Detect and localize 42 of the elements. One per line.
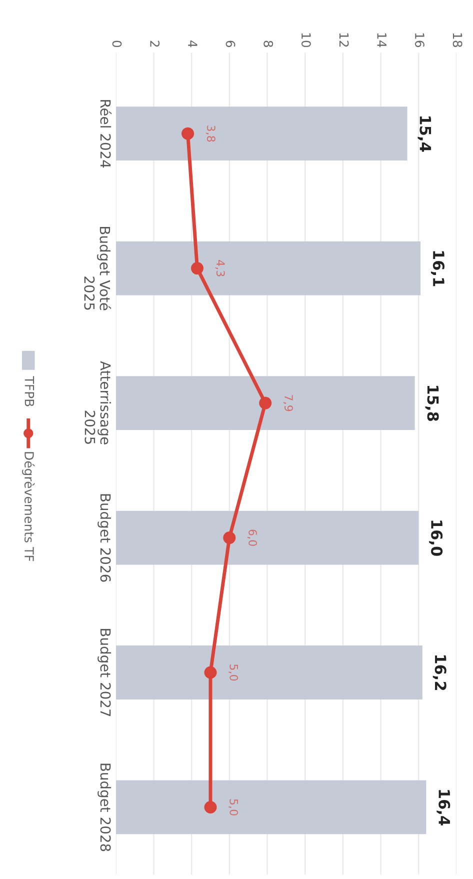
x-tick-label: 10 — [301, 33, 311, 48]
data-label: 15,4 — [418, 116, 432, 152]
x-tick-label: 8 — [264, 40, 274, 48]
x-tick-label: 0 — [112, 40, 122, 48]
bar — [116, 780, 426, 834]
bar — [116, 646, 422, 700]
point — [204, 800, 217, 814]
data-label: 16,4 — [436, 790, 450, 826]
y-tick-label: Budget 2027 — [98, 629, 112, 716]
x-tick-label: 2 — [150, 40, 160, 47]
data-label: 16,0 — [429, 520, 443, 556]
x-tick-label: 14 — [377, 33, 386, 48]
data-label: 3,8 — [206, 126, 216, 142]
data-label: 5,0 — [228, 664, 238, 681]
data-label: 4,3 — [215, 260, 225, 276]
data-label: 6,0 — [247, 530, 257, 546]
legend-label: Dégrèvements TF — [22, 452, 35, 562]
y-tick-label: Réel 2024 — [100, 100, 112, 168]
y-tick-label: Budget 2026 — [98, 494, 112, 582]
bar — [116, 106, 408, 161]
y-tick-label: Budget Voté 2025 — [84, 227, 112, 310]
bar — [116, 510, 419, 565]
legend-label: TFPB — [24, 376, 34, 406]
y-tick-label: Atterrissage 2025 — [84, 361, 112, 444]
x-tick-label: 16 — [414, 33, 424, 48]
point — [223, 532, 236, 544]
data-label: 7,9 — [283, 395, 293, 412]
y-tick-label: Budget 2028 — [98, 764, 112, 852]
bar — [116, 376, 415, 430]
x-tick-label: 12 — [339, 33, 349, 47]
point — [259, 396, 272, 410]
bar — [116, 241, 420, 296]
point — [190, 262, 204, 275]
x-tick-label: 6 — [226, 40, 236, 48]
x-tick-label: 4 — [188, 40, 198, 48]
data-label: 15,8 — [425, 386, 439, 421]
point — [182, 127, 194, 140]
point — [204, 666, 217, 679]
data-label: 16,2 — [432, 655, 446, 690]
data-label: 16,1 — [430, 251, 444, 286]
data-label: 5,0 — [228, 799, 238, 816]
x-tick-label: 18 — [452, 33, 462, 48]
